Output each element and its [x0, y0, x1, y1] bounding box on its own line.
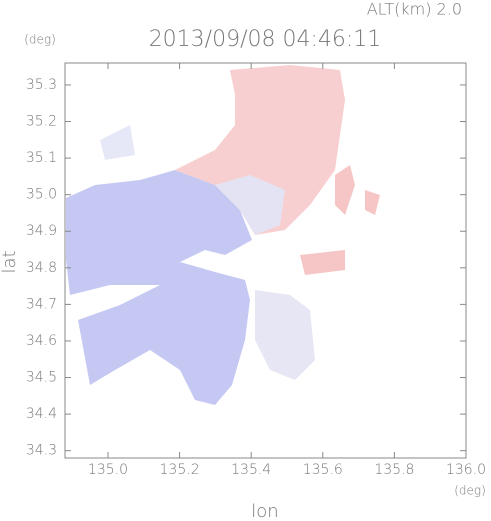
y-tick-label: 34.8 — [26, 260, 57, 276]
y-tick-label: 34.7 — [26, 296, 57, 312]
x-axis-label: lon — [251, 501, 278, 521]
y-tick-label: 35.0 — [26, 187, 57, 203]
x-tick-label: 135.0 — [88, 462, 128, 478]
y-tick-label: 35.1 — [26, 150, 57, 166]
y-unit: (deg) — [24, 33, 56, 47]
x-unit: (deg) — [454, 484, 486, 498]
x-tick-label: 135.6 — [303, 462, 343, 478]
altitude-label: ALT(km) 2.0 — [367, 0, 462, 19]
y-tick-label: 34.6 — [26, 333, 57, 349]
y-tick-label: 34.3 — [26, 443, 57, 459]
chart-title: 2013/09/08 04:46:11 — [149, 27, 382, 52]
x-tick-label: 136.0 — [446, 462, 486, 478]
radar-echo — [66, 65, 380, 405]
y-tick-label: 35.2 — [26, 114, 57, 130]
y-tick-label: 34.9 — [26, 223, 57, 239]
x-tick-label: 135.8 — [374, 462, 414, 478]
y-tick-label: 35.3 — [26, 77, 57, 93]
y-tick-label: 34.4 — [26, 406, 57, 422]
x-tick-label: 135.2 — [160, 462, 200, 478]
y-tick-label: 34.5 — [26, 370, 57, 386]
x-tick-label: 135.4 — [231, 462, 271, 478]
y-axis-label: lat — [0, 250, 20, 273]
plot-frame — [64, 62, 467, 459]
